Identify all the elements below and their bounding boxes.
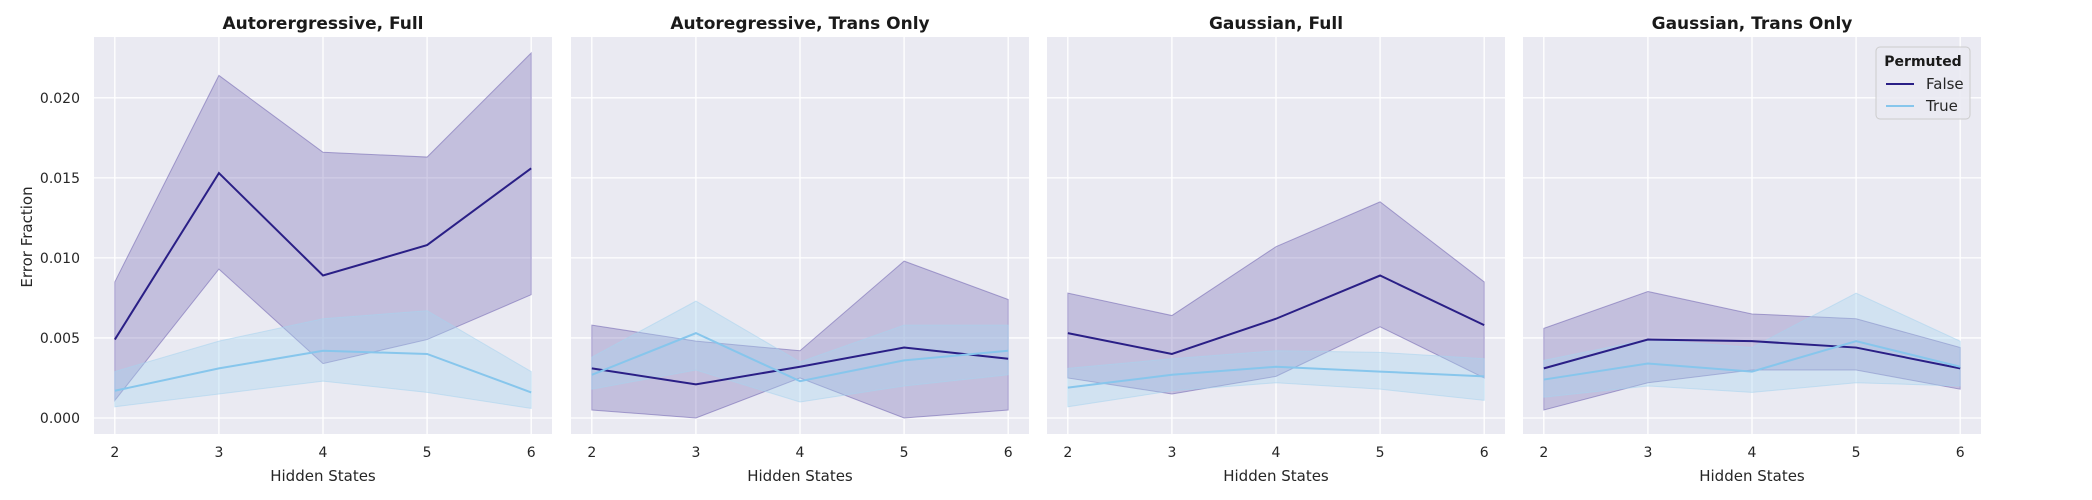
legend: Permuted False True bbox=[1875, 46, 1971, 120]
x-tick-label: 5 bbox=[900, 445, 909, 461]
chart-panels: 0.000 0.005 0.010 0.015 0.020 2 3 4 5 6 Autorergre… bbox=[40, 14, 1981, 485]
panel-title: Autorergressive, Full bbox=[222, 14, 423, 34]
x-axis-label: Hidden States bbox=[747, 467, 853, 485]
confidence-band-true bbox=[114, 310, 532, 409]
x-tick-label: 6 bbox=[1004, 445, 1013, 461]
y-tick-label: 0.015 bbox=[40, 171, 80, 187]
legend-entry-true: True bbox=[1925, 97, 1958, 115]
x-tick-label: 6 bbox=[1480, 445, 1489, 461]
confidence-band-false bbox=[591, 260, 1009, 419]
x-tick-label: 4 bbox=[796, 445, 805, 461]
legend-box bbox=[1875, 46, 1971, 120]
panel-title: Autoregressive, Trans Only bbox=[670, 14, 929, 34]
confidence-band-true bbox=[591, 300, 1009, 403]
x-axis-label: Hidden States bbox=[1699, 467, 1805, 485]
series-line-false bbox=[1543, 338, 1961, 370]
y-tick-label: 0.020 bbox=[40, 91, 80, 107]
chart-panel-1: 0.000 0.005 0.010 0.015 0.020 2 3 4 5 6 Autorergre… bbox=[40, 14, 552, 485]
x-tick-label: 3 bbox=[214, 445, 223, 461]
y-tick-label: 0.005 bbox=[40, 331, 80, 347]
x-axis-label: Hidden States bbox=[1223, 467, 1329, 485]
confidence-band-false bbox=[1543, 291, 1961, 411]
x-tick-label: 4 bbox=[1748, 445, 1757, 461]
x-tick-label: 4 bbox=[1272, 445, 1281, 461]
series-line-true bbox=[591, 332, 1009, 383]
x-tick-label: 6 bbox=[527, 445, 536, 461]
legend-title: Permuted bbox=[1884, 54, 1961, 70]
x-tick-label: 3 bbox=[1167, 445, 1176, 461]
x-axis-label: Hidden States bbox=[270, 467, 376, 485]
x-tick-label: 3 bbox=[1643, 445, 1652, 461]
chart-panel-3: 2 3 4 5 6 Gaussian, Full Hidden States bbox=[1047, 14, 1505, 485]
x-tick-label: 2 bbox=[110, 445, 119, 461]
x-tick-label: 5 bbox=[1376, 445, 1385, 461]
x-tick-label: 3 bbox=[691, 445, 700, 461]
x-tick-label: 2 bbox=[1539, 445, 1548, 461]
x-tick-label: 2 bbox=[1063, 445, 1072, 461]
confidence-band-false bbox=[114, 51, 532, 402]
y-axis-label: Error Fraction bbox=[18, 186, 36, 287]
confidence-band-true bbox=[1543, 292, 1961, 398]
series-line-false bbox=[113, 167, 532, 341]
confidence-band-true bbox=[1067, 350, 1485, 408]
series-line-true bbox=[1543, 340, 1961, 381]
x-tick-label: 5 bbox=[1852, 445, 1861, 461]
legend-entry-false: False bbox=[1926, 75, 1964, 93]
x-tick-label: 6 bbox=[1956, 445, 1965, 461]
x-tick-label: 5 bbox=[423, 445, 432, 461]
series-line-true bbox=[1067, 365, 1485, 389]
panel-title: Gaussian, Trans Only bbox=[1652, 14, 1853, 34]
x-tick-label: 4 bbox=[319, 445, 328, 461]
y-tick-label: 0.010 bbox=[40, 251, 80, 267]
chart-panel-2: 2 3 4 5 6 Autoregressive, Trans Only Hidden St… bbox=[571, 14, 1029, 485]
y-tick-label: 0.000 bbox=[40, 411, 80, 427]
series-line-false bbox=[1067, 274, 1485, 355]
series-line-false bbox=[591, 346, 1009, 386]
panel-title: Gaussian, Full bbox=[1209, 14, 1343, 34]
x-tick-label: 2 bbox=[587, 445, 596, 461]
series-line-true bbox=[114, 349, 532, 394]
